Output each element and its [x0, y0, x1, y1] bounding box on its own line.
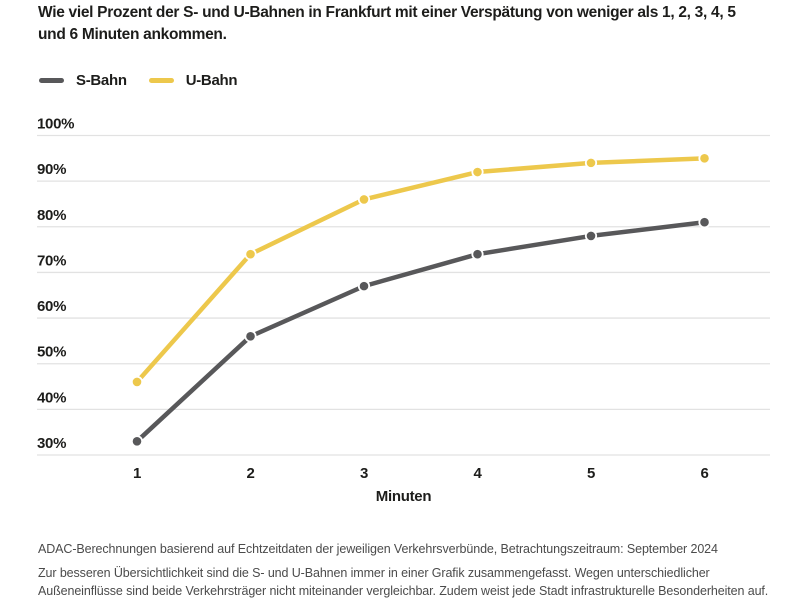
y-tick-label: 100% — [37, 116, 74, 133]
chart-title: Wie viel Prozent der S- und U-Bahnen in … — [38, 2, 736, 46]
chart-title-line-2: und 6 Minuten ankommen. — [38, 26, 227, 43]
data-point-s-bahn-1 — [130, 435, 144, 448]
data-point-s-bahn-2 — [244, 330, 257, 343]
data-point-u-bahn-3 — [357, 193, 371, 206]
line-chart: 30% 40% 50% 60% 70% 80% 90% 100% 1 2 3 4 5 6 Minuten — [0, 105, 809, 520]
x-axis-title: Minuten — [376, 488, 432, 505]
ubahn-line-swatch-icon — [148, 78, 174, 83]
methodology-note: Zur besseren Übersichtlichkeit sind die … — [38, 566, 769, 598]
data-point-s-bahn-6 — [698, 216, 711, 229]
x-tick-label: 3 — [360, 465, 368, 482]
legend-label-ubahn: U-Bahn — [185, 72, 238, 89]
footer: ADAC-Berechnungen basierend auf Echtzeit… — [38, 540, 783, 600]
sbahn-line-swatch-icon — [39, 78, 64, 83]
y-tick-label: 90% — [37, 161, 66, 178]
x-tick-label: 5 — [587, 465, 595, 482]
data-point-s-bahn-4 — [471, 248, 484, 261]
chart-svg: 30% 40% 50% 60% 70% 80% 90% 100% 1 2 3 4 5 6 Minuten — [37, 116, 770, 505]
x-tick-label: 1 — [133, 465, 141, 482]
data-point-s-bahn-5 — [584, 229, 598, 243]
y-tick-label: 30% — [37, 435, 66, 452]
data-point-u-bahn-5 — [584, 156, 598, 169]
series-line-u-bahn — [134, 156, 707, 385]
y-tick-label: 50% — [37, 344, 66, 361]
legend: S-Bahn U-Bahn — [39, 72, 238, 89]
data-point-u-bahn-1 — [130, 375, 144, 389]
series-line-s-bahn — [134, 219, 707, 444]
legend-label-sbahn: S-Bahn — [76, 72, 127, 89]
y-tick-label: 60% — [37, 298, 66, 315]
chart-title-line-1: Wie viel Prozent der S- und U-Bahnen in … — [38, 4, 736, 21]
data-point-s-bahn-3 — [357, 280, 371, 293]
data-point-u-bahn-4 — [471, 165, 484, 179]
x-tick-label: 6 — [700, 465, 708, 482]
x-tick-label: 2 — [246, 465, 254, 482]
y-tick-label: 40% — [37, 389, 66, 406]
data-point-u-bahn-6 — [698, 152, 711, 165]
legend-item-ubahn: U-Bahn — [148, 72, 238, 89]
x-tick-label: 4 — [473, 465, 482, 482]
legend-item-sbahn: S-Bahn — [39, 72, 127, 89]
y-tick-label: 70% — [37, 252, 66, 269]
data-point-u-bahn-2 — [244, 248, 257, 261]
source-note: ADAC-Berechnungen basierend auf Echtzeit… — [38, 542, 718, 556]
y-tick-label: 80% — [37, 207, 66, 224]
